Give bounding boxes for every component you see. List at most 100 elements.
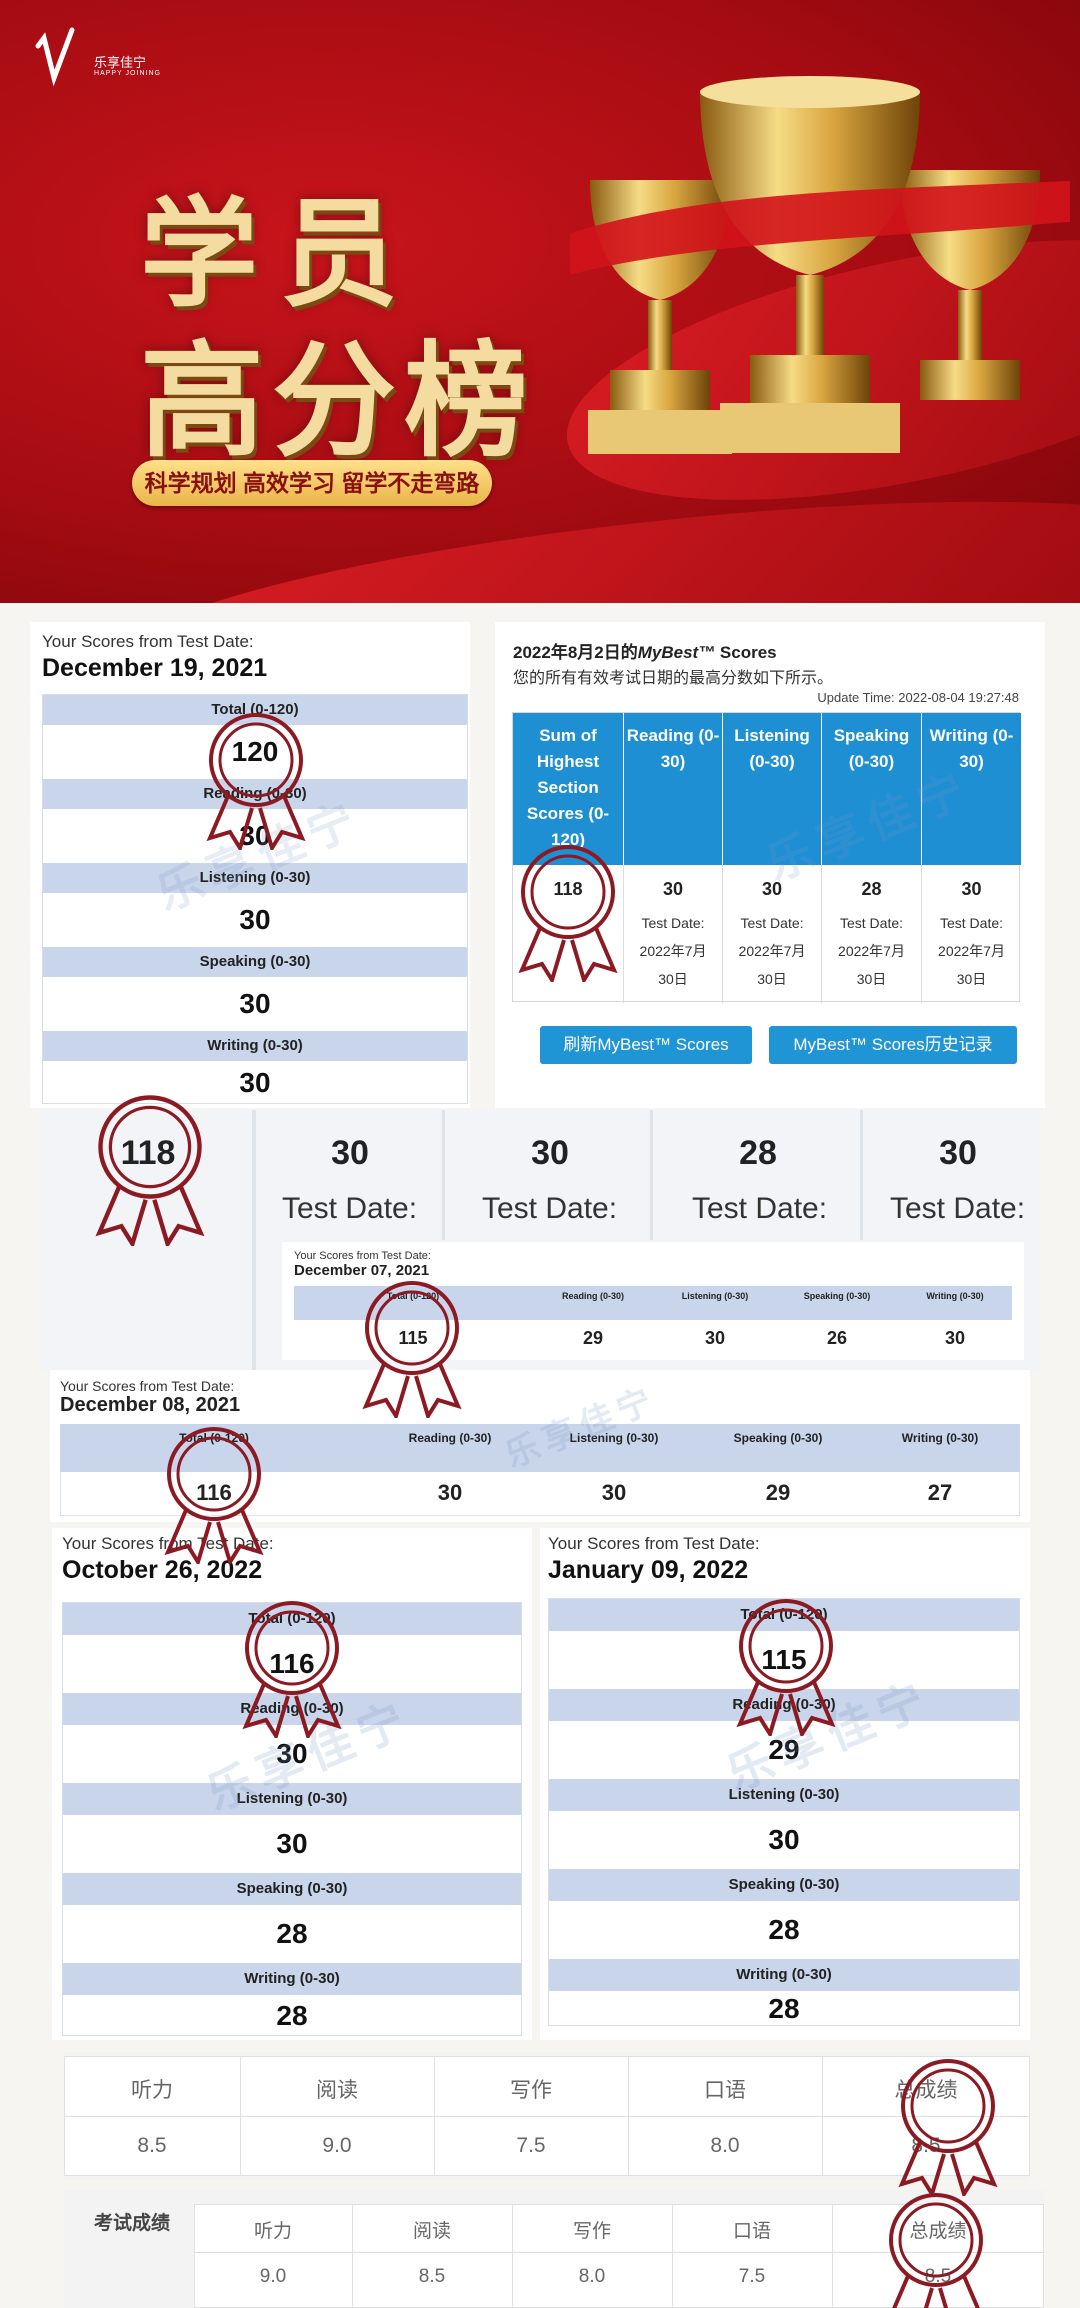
brand-name: 乐享佳宁 [94, 55, 147, 70]
section-label: Speaking (0-30) [549, 1869, 1019, 1901]
section-label: Reading (0-30) [63, 1693, 521, 1725]
section-score: 28 [276, 1918, 308, 1949]
table-header: 听力 [131, 2078, 173, 2102]
zoom-score: 30 [531, 1134, 569, 1172]
section-label: Writing (0-30) [549, 1959, 1019, 1991]
test-date-cell: Test Date: 2022年7月 30日 [738, 915, 806, 987]
table-header: Reading (0-30) [624, 713, 722, 865]
section-score: 30 [239, 904, 271, 935]
table-cell-score: 30 [662, 879, 684, 899]
table-header: Speaking (0-30) [822, 713, 921, 865]
test-date: October 26, 2022 [62, 1556, 263, 1584]
table-header: 总成绩 [894, 2078, 958, 2102]
zoom-test-date: Test Date: [282, 1192, 418, 1225]
table-header: Reading (0-30) [561, 1291, 624, 1301]
test-date: January 09, 2022 [548, 1556, 749, 1584]
slogan-pill: 科学规划 高效学习 留学不走弯路 [132, 460, 492, 506]
table-header: Total (0-120) [386, 1291, 440, 1301]
table-cell-score: 29 [582, 1328, 604, 1348]
hero-banner: 乐享佳宁 HAPPY JOINING 学员 高分榜 科学规划 高效学习 留学不走… [0, 0, 1080, 603]
hero-title-line1: 学员 [140, 184, 421, 323]
brand-logo: 乐享佳宁 HAPPY JOINING [32, 26, 160, 91]
test-date-label: Your Scores from Test Date: [294, 1250, 431, 1262]
section-score: 30 [768, 1824, 800, 1855]
table-cell-score: 8.0 [578, 2266, 606, 2287]
table-header: Writing (0-30) [922, 713, 1021, 865]
table-cell-score: 8.5 [418, 2266, 446, 2287]
zoom-score: 30 [331, 1134, 369, 1172]
test-date: December 08, 2021 [60, 1394, 241, 1416]
zoom-test-date: Test Date: [482, 1192, 618, 1225]
section-label: Reading (0-30) [43, 779, 467, 809]
section-score: 30 [239, 988, 271, 1019]
table-header: 写作 [510, 2078, 552, 2102]
section-score: 115 [761, 1644, 807, 1675]
table-cell-score: 8.0 [710, 2134, 740, 2157]
table-header: Speaking (0-30) [803, 1291, 871, 1301]
test-date-label: Your Scores from Test Date: [548, 1534, 760, 1553]
table-cell-score: 30 [704, 1328, 726, 1348]
section-score: 116 [269, 1648, 315, 1679]
hero-title-line2: 高分榜 [140, 329, 537, 474]
mybest-history-button[interactable]: MyBest™ Scores历史记录 [769, 1026, 1017, 1064]
brand-sub: HAPPY JOINING [94, 70, 161, 77]
table-cell-score: 8.5 [911, 2134, 941, 2157]
score-table: Total (0-120) 116 Reading (0-30) 30 List… [62, 1602, 522, 2036]
table-header: Reading (0-30) [408, 1431, 492, 1445]
table-cell-score: 116 [196, 1480, 232, 1505]
trophy-icon [570, 76, 1070, 454]
section-label: Listening (0-30) [43, 863, 467, 893]
table-header: Listening (0-30) [723, 713, 821, 865]
section-label: Speaking (0-30) [43, 947, 467, 977]
mybest-subtitle: 您的所有有效考试日期的最高分数如下所示。 [513, 670, 834, 687]
section-label: Writing (0-30) [63, 1963, 521, 1995]
test-date-cell: Test Date: 2022年7月 30日 [838, 915, 905, 987]
table-header: Listening (0-30) [681, 1291, 749, 1301]
section-label: Total (0-120) [43, 695, 467, 725]
zoom-test-date: Test Date: [890, 1192, 1026, 1225]
zoom-test-date: Test Date: [692, 1192, 828, 1225]
table-cell-score: 30 [961, 879, 982, 899]
table-cell-score: 30 [601, 1480, 627, 1505]
ielts-score-table-1: 听力 阅读 写作 口语 总成绩 8.5 9.0 7.5 8.0 8.5 [64, 2052, 1030, 2180]
mybest-table: Sum of Highest Section Scores (0-120) Re… [512, 712, 1021, 1003]
score-card-jan09: Your Scores from Test Date: January 09, … [540, 1528, 1030, 2040]
section-score: 120 [231, 736, 279, 767]
table-cell-score: 118 [553, 879, 583, 899]
table-cell-score: 29 [765, 1480, 791, 1505]
zoom-score: 28 [739, 1134, 777, 1172]
section-label: Listening (0-30) [63, 1783, 521, 1815]
table-cell-score: 9.0 [259, 2266, 287, 2287]
test-date-label: Your Scores from Test Date: [60, 1378, 235, 1394]
table-header: 口语 [732, 2220, 771, 2242]
section-label: Total (0-120) [63, 1603, 521, 1635]
table-header: 口语 [704, 2078, 746, 2102]
table-cell-score: 8.5 [924, 2266, 952, 2287]
table-header: Sum of Highest Section Scores (0-120) [513, 713, 623, 865]
table-cell-score: 30 [944, 1328, 966, 1348]
score-table: Total (0-120) 120 Reading (0-30) 30 List… [42, 694, 468, 1104]
table-cell-score: 26 [826, 1328, 848, 1348]
score-table: Total (0-120) 115 Reading (0-30) 29 List… [548, 1598, 1020, 2026]
zoom-score: 118 [120, 1134, 176, 1172]
table-cell-score: 30 [761, 879, 783, 899]
refresh-mybest-button[interactable]: 刷新MyBest™ Scores [540, 1026, 752, 1064]
mybest-title: 2022年8月2日的MyBest™ Scores [513, 643, 777, 662]
logo-mark-icon [35, 27, 75, 87]
test-date: December 19, 2021 [42, 654, 268, 682]
section-label: Writing (0-30) [43, 1031, 467, 1061]
section-score: 30 [239, 1067, 271, 1098]
table-header: Listening (0-30) [569, 1431, 659, 1445]
ielts-score-table-2: 考试成绩 听力 阅读 写作 口语 总成绩 9.0 8.5 8.0 7.5 8.5 [64, 2190, 1044, 2308]
table-cell-score: 7.5 [516, 2134, 546, 2157]
section-score: 28 [768, 1993, 800, 2024]
table-header: 听力 [253, 2220, 292, 2242]
table-cell-score: 115 [398, 1328, 428, 1348]
table-header: 阅读 [412, 2220, 451, 2242]
table-cell-score: 8.5 [137, 2134, 167, 2157]
table-header: 阅读 [316, 2078, 358, 2102]
table-header: Writing (0-30) [901, 1431, 979, 1445]
table-cell-score: 9.0 [322, 2134, 352, 2157]
test-date-label: Your Scores from Test Date: [42, 632, 254, 651]
